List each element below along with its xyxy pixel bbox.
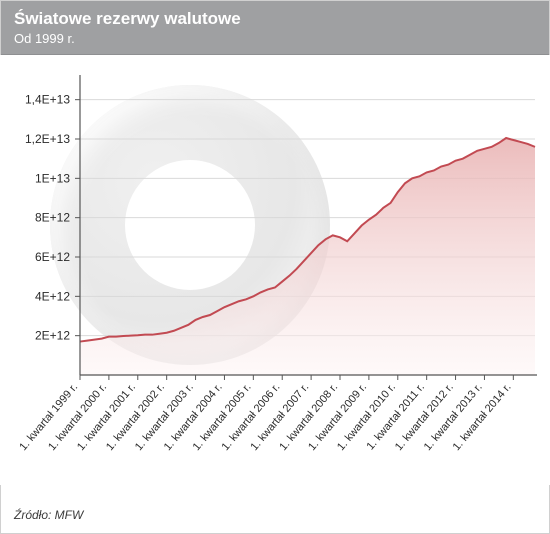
chart-title: Światowe rezerwy walutowe (14, 10, 536, 29)
source-footer: Źródło: MFW (14, 508, 83, 522)
svg-text:2E+12: 2E+12 (35, 329, 70, 343)
chart-subtitle: Od 1999 r. (14, 31, 536, 47)
area-chart: 2E+124E+126E+128E+121E+131,2E+131,4E+131… (0, 55, 550, 495)
svg-text:6E+12: 6E+12 (35, 250, 70, 264)
chart-header: Światowe rezerwy walutowe Od 1999 r. (0, 0, 550, 55)
svg-text:8E+12: 8E+12 (35, 211, 70, 225)
svg-text:1,2E+13: 1,2E+13 (25, 132, 70, 146)
plot-area: 2E+124E+126E+128E+121E+131,2E+131,4E+131… (0, 55, 550, 485)
svg-text:1,4E+13: 1,4E+13 (25, 93, 70, 107)
svg-text:1E+13: 1E+13 (35, 172, 70, 186)
svg-text:4E+12: 4E+12 (35, 290, 70, 304)
